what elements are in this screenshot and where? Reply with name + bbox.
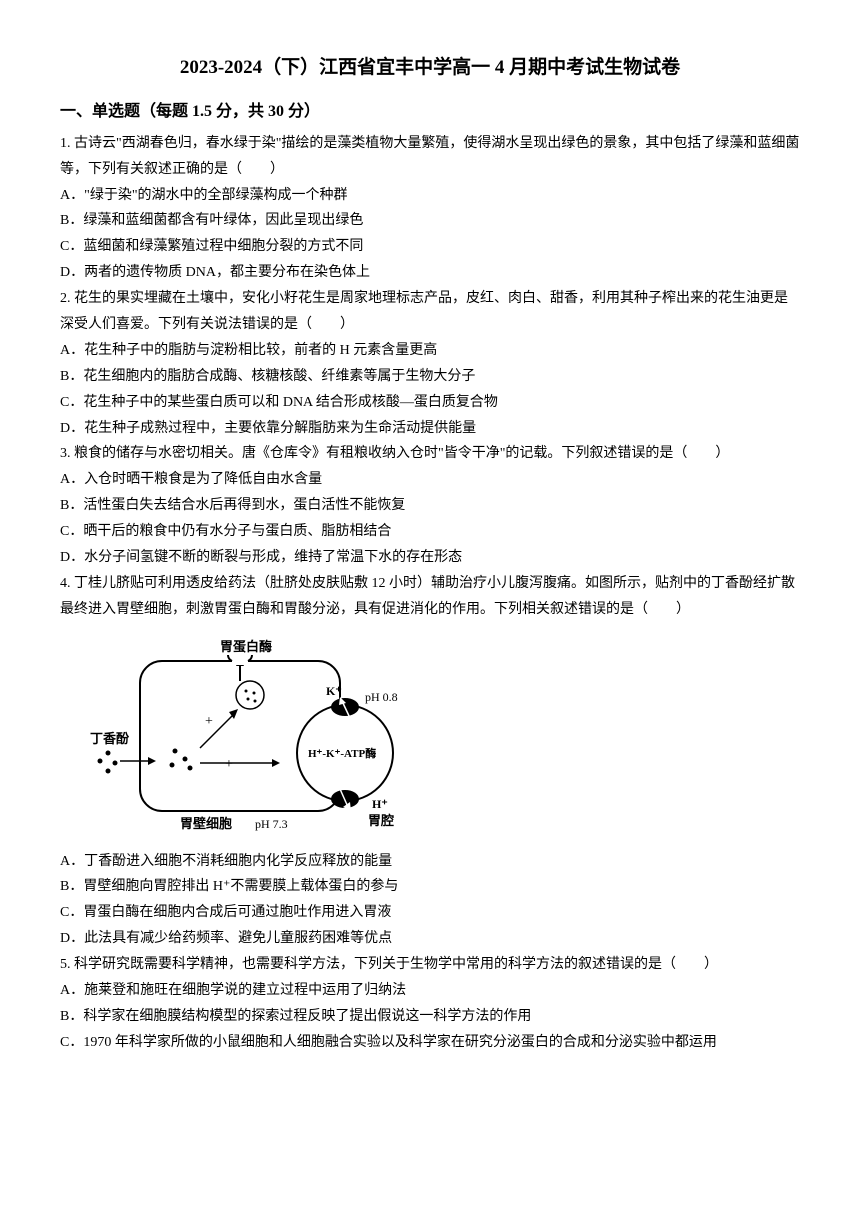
q3-option-a: A．入仓时晒干粮食是为了降低自由水含量 [60,467,800,493]
q4-diagram: 胃蛋白酶 丁香酚 + + K⁺ pH 0.8 H⁺-K⁺-ATP酶 H⁺ [90,633,800,843]
k-plus-label: K⁺ [326,684,342,698]
ph73-label: pH 7.3 [255,817,288,831]
vesicle-dot [253,691,256,694]
q4-option-c: C．胃蛋白酶在细胞内合成后可通过胞吐作用进入胃液 [60,900,800,926]
top-gap [232,657,248,665]
eugenol-dot [98,758,103,763]
h-plus-label: H⁺ [372,797,388,811]
q1-stem: 1. 古诗云"西湖春色归，春水绿于染"描绘的是藻类植物大量繁殖，使得湖水呈现出绿… [60,131,800,183]
q5-stem: 5. 科学研究既需要科学精神，也需要科学方法，下列关于生物学中常用的科学方法的叙… [60,952,800,978]
inner-dot [188,765,193,770]
plus-sign-2: + [225,757,233,772]
q3-option-b: B．活性蛋白失去结合水后再得到水，蛋白活性不能恢复 [60,493,800,519]
q5-option-a: A．施莱登和施旺在细胞学说的建立过程中运用了归纳法 [60,978,800,1004]
q2-option-a: A．花生种子中的脂肪与淀粉相比较，前者的 H 元素含量更高 [60,338,800,364]
q1-option-d: D．两者的遗传物质 DNA，都主要分布在染色体上 [60,260,800,286]
q2-option-d: D．花生种子成熟过程中，主要依靠分解脂肪来为生命活动提供能量 [60,416,800,442]
eugenol-dot [113,760,118,765]
q1-option-b: B．绿藻和蓝细菌都含有叶绿体，因此呈现出绿色 [60,208,800,234]
stomach-label: 胃腔 [368,813,394,828]
vesicle [236,681,264,709]
inner-dot [173,748,178,753]
q3-option-d: D．水分子间氢键不断的断裂与形成，维持了常温下水的存在形态 [60,545,800,571]
q3-option-c: C．晒干后的粮食中仍有水分子与蛋白质、脂肪相结合 [60,519,800,545]
inner-arrowhead-2 [272,759,280,767]
pepsin-label: 胃蛋白酶 [220,639,272,654]
q4-stem: 4. 丁桂儿脐贴可利用透皮给药法（肚脐处皮肤贴敷 12 小时）辅助治疗小儿腹泻腹… [60,571,800,623]
q4-option-b: B．胃壁细胞向胃腔排出 H⁺不需要膜上载体蛋白的参与 [60,874,800,900]
wall-cell-label: 胃壁细胞 [180,816,232,831]
vesicle-dot [247,697,250,700]
plus-sign: + [205,714,213,729]
q2-option-c: C．花生种子中的某些蛋白质可以和 DNA 结合形成核酸—蛋白质复合物 [60,390,800,416]
eugenol-dot [106,768,111,773]
q5-option-c: C．1970 年科学家所做的小鼠细胞和人细胞融合实验以及科学家在研究分泌蛋白的合… [60,1030,800,1056]
atpase-label: H⁺-K⁺-ATP酶 [308,746,376,760]
q5-option-b: B．科学家在细胞膜结构模型的探索过程反映了提出假说这一科学方法的作用 [60,1004,800,1030]
eugenol-arrowhead [148,757,156,765]
q2-option-b: B．花生细胞内的脂肪合成酶、核糖核酸、纤维素等属于生物大分子 [60,364,800,390]
eugenol-label: 丁香酚 [90,731,130,746]
q2-stem: 2. 花生的果实埋藏在土壤中，安化小籽花生是周家地理标志产品，皮红、肉白、甜香，… [60,286,800,338]
inner-dot [183,756,188,761]
vesicle-dot [254,699,257,702]
inner-dot [170,762,175,767]
q1-option-c: C．蓝细菌和绿藻繁殖过程中细胞分裂的方式不同 [60,234,800,260]
q3-stem: 3. 粮食的储存与水密切相关。唐《仓库令》有租粮收纳入仓时"皆令干净"的记载。下… [60,441,800,467]
vesicle-dot [245,689,248,692]
q4-option-a: A．丁香酚进入细胞不消耗细胞内化学反应释放的能量 [60,849,800,875]
exam-title: 2023-2024（下）江西省宜丰中学高一 4 月期中考试生物试卷 [60,50,800,85]
section-header: 一、单选题（每题 1.5 分，共 30 分） [60,97,800,127]
ph08-label: pH 0.8 [365,690,398,704]
q1-option-a: A．"绿于染"的湖水中的全部绿藻构成一个种群 [60,183,800,209]
diagram-svg: 胃蛋白酶 丁香酚 + + K⁺ pH 0.8 H⁺-K⁺-ATP酶 H⁺ [90,633,430,833]
eugenol-dot [106,750,111,755]
q4-option-d: D．此法具有减少给药频率、避免儿童服药困难等优点 [60,926,800,952]
